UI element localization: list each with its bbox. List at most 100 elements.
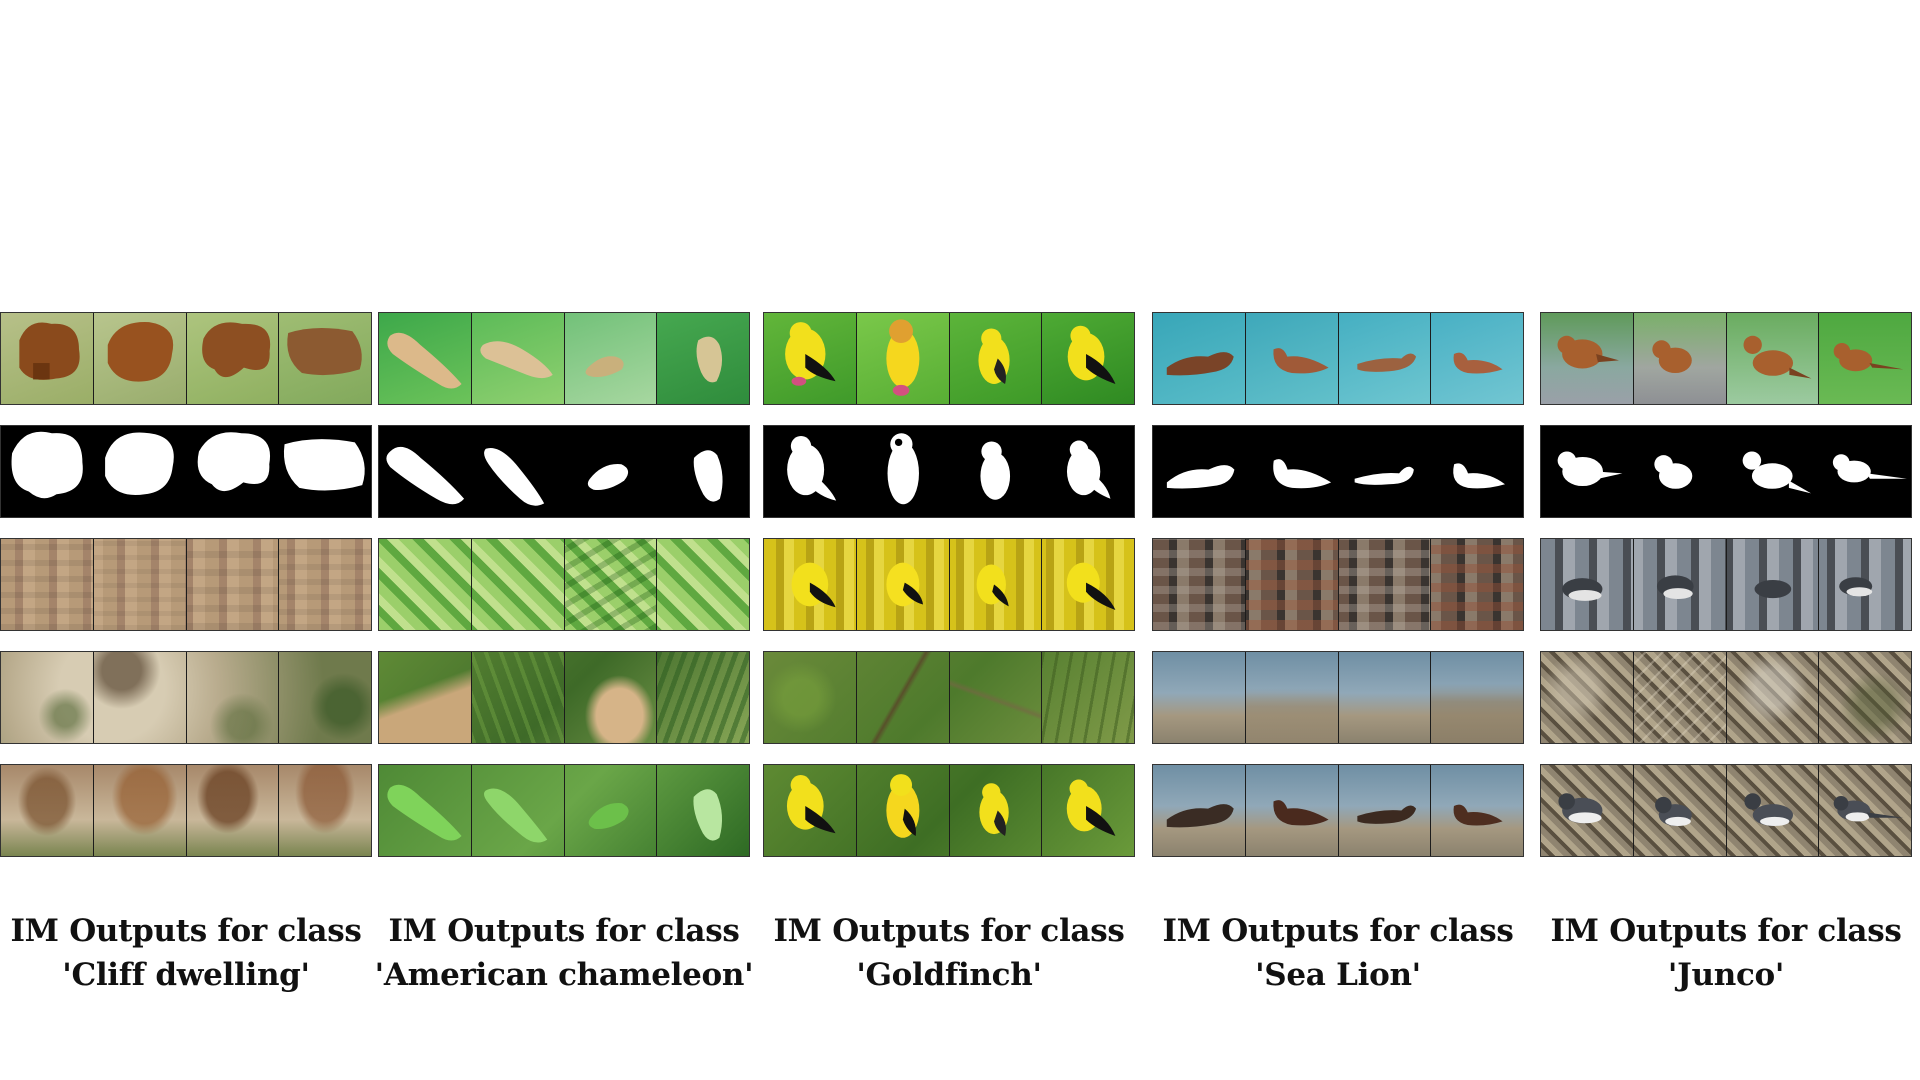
texture-image	[1338, 539, 1432, 630]
mask-image	[764, 426, 857, 517]
texture-image-strip	[0, 538, 372, 631]
texture-image	[950, 539, 1043, 630]
texture-image	[472, 539, 565, 630]
background-image	[1153, 652, 1246, 743]
background-image	[1726, 652, 1820, 743]
segmentation-mask-strip	[1540, 425, 1912, 518]
background-image	[379, 652, 472, 743]
generated-image	[1153, 313, 1246, 404]
background-image	[856, 652, 950, 743]
mask-image	[857, 426, 950, 517]
generated-image	[856, 313, 950, 404]
mask-image	[1246, 426, 1339, 517]
generated-image	[949, 313, 1043, 404]
composite-image-strip	[378, 764, 750, 857]
composite-image-strip	[0, 764, 372, 857]
group-caption: IM Outputs for class 'Sea Lion'	[1122, 909, 1554, 997]
mask-image	[186, 426, 279, 517]
texture-image	[564, 539, 658, 630]
caption-line: IM Outputs for class	[10, 913, 362, 949]
background-image-strip	[763, 651, 1135, 744]
composite-image	[93, 765, 187, 856]
caption-class-name: 'Sea Lion'	[1255, 957, 1421, 993]
generated-image	[93, 313, 187, 404]
texture-image	[93, 539, 187, 630]
generated-image	[471, 313, 565, 404]
background-image	[186, 652, 280, 743]
composite-image	[379, 765, 472, 856]
generated-image-strip	[1152, 312, 1524, 405]
generated-image	[1431, 313, 1523, 404]
segmentation-mask-strip	[763, 425, 1135, 518]
mask-image	[1338, 426, 1431, 517]
texture-image	[1153, 539, 1246, 630]
generated-image	[1338, 313, 1432, 404]
generated-image	[764, 313, 857, 404]
composite-image	[657, 765, 749, 856]
generated-image	[657, 313, 749, 404]
segmentation-mask-strip	[0, 425, 372, 518]
generated-image-strip	[0, 312, 372, 405]
texture-image	[1727, 539, 1820, 630]
generated-image	[1042, 313, 1134, 404]
mask-image	[1153, 426, 1246, 517]
mask-image	[279, 426, 372, 517]
background-image-strip	[378, 651, 750, 744]
caption-line: IM Outputs for class	[1550, 913, 1902, 949]
background-image	[471, 652, 565, 743]
background-image	[1, 652, 94, 743]
background-image	[1339, 652, 1432, 743]
mask-image	[1, 426, 94, 517]
mask-image	[1726, 426, 1819, 517]
composite-image	[1246, 765, 1339, 856]
texture-image	[1819, 539, 1911, 630]
composite-image	[857, 765, 950, 856]
background-image	[564, 652, 658, 743]
background-image	[1431, 652, 1523, 743]
generated-image	[1633, 313, 1727, 404]
generated-image	[1819, 313, 1911, 404]
background-image	[279, 652, 371, 743]
composite-image	[1042, 765, 1134, 856]
mask-image	[657, 426, 750, 517]
composite-image	[1541, 765, 1634, 856]
caption-line: IM Outputs for class	[1162, 913, 1514, 949]
background-image-strip	[1540, 651, 1912, 744]
texture-image-strip	[1152, 538, 1524, 631]
mask-image	[564, 426, 657, 517]
generated-image	[564, 313, 658, 404]
generated-image	[1726, 313, 1820, 404]
composite-image	[279, 765, 371, 856]
background-image	[1245, 652, 1339, 743]
composite-image	[1153, 765, 1246, 856]
generated-image	[1, 313, 94, 404]
caption-line: IM Outputs for class	[773, 913, 1125, 949]
composite-image	[1819, 765, 1911, 856]
texture-image	[186, 539, 280, 630]
composite-image	[1339, 765, 1432, 856]
generated-image-strip	[378, 312, 750, 405]
generated-image	[1541, 313, 1634, 404]
texture-image	[1042, 539, 1134, 630]
mask-image	[949, 426, 1042, 517]
caption-class-name: 'American chameleon'	[374, 957, 754, 993]
mask-image	[94, 426, 187, 517]
composite-image	[1, 765, 94, 856]
caption-class-name: 'Goldfinch'	[856, 957, 1042, 993]
texture-image	[279, 539, 371, 630]
background-image	[657, 652, 749, 743]
generated-image-strip	[763, 312, 1135, 405]
background-image-strip	[0, 651, 372, 744]
composite-image	[764, 765, 857, 856]
mask-image	[472, 426, 565, 517]
background-image	[1541, 652, 1634, 743]
caption-line: IM Outputs for class	[388, 913, 740, 949]
composite-image	[950, 765, 1043, 856]
texture-image	[764, 539, 857, 630]
texture-image-strip	[1540, 538, 1912, 631]
generated-image	[1245, 313, 1339, 404]
mask-image	[379, 426, 472, 517]
generated-image-strip	[1540, 312, 1912, 405]
composite-image-strip	[1540, 764, 1912, 857]
composite-image	[565, 765, 658, 856]
